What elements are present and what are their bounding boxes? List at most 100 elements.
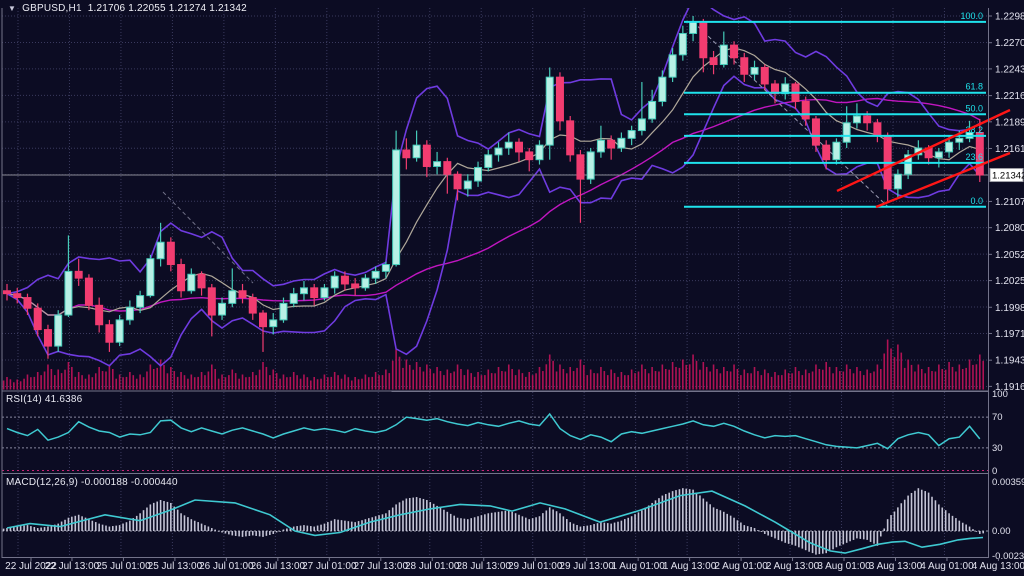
volume-bar [873,371,875,390]
fib-retracement[interactable]: 100.0 61.8 50.0 38.2 23.6 0.0 [684,11,986,208]
macd-histogram-bar [460,518,462,531]
macd-histogram-bar [6,528,8,531]
candle-body [504,141,513,149]
macd-histogram-bar [743,525,746,531]
candle-body [136,295,145,308]
macd-histogram-bar [842,531,845,545]
candle-body [535,144,544,161]
volume-bar [518,369,520,390]
volume-bar [514,375,517,390]
candle-body [668,54,677,78]
macd-histogram-bar [548,507,551,531]
macd-histogram-bar [115,525,118,531]
macd-histogram-bar [487,513,490,531]
volume-bar [951,366,954,390]
macd-histogram-bar [644,507,647,531]
macd-histogram-bar [299,525,302,531]
volume-bar [705,366,708,390]
time-axis-label: 25 Jul 13:00 [148,561,203,572]
time-axis-label: 3 Aug 13:00 [869,561,923,572]
volume-bar [777,375,780,390]
trendline-upper[interactable] [836,108,1011,193]
volume-bar [419,366,421,390]
volume-bar [531,375,534,390]
volume-bar [900,352,903,390]
volume-bar [859,371,862,390]
macd-histogram-bar [231,531,234,536]
volume-bar [74,376,77,390]
macd-histogram-bar [91,520,94,531]
macd-histogram-bar [54,524,56,531]
macd-histogram-bar [702,498,705,531]
candle-body [238,290,247,299]
volume-bar [292,372,295,390]
macd-histogram-bar [514,513,517,531]
candle-body [351,283,360,289]
macd-histogram-bar [204,525,206,531]
candle-body [586,151,595,180]
volume-bar [152,369,155,390]
volume-bar [350,380,353,390]
macd-histogram-bar [238,531,240,537]
volume-bar [644,369,647,390]
macd-histogram-bar [313,526,315,531]
fib-level-label: 0.0 [970,196,983,206]
price-axis[interactable]: 1.22980 1.22705 1.22435 1.22160 1.21890 1.216… [988,12,1024,393]
volume-bar [183,375,186,390]
volume-bar [757,371,759,390]
main-price-pane[interactable] [2,0,988,390]
candle-body [33,307,42,331]
bb-upper-band [6,8,981,295]
volume-bar [675,366,677,390]
macd-histogram-bar [98,523,100,531]
macd-histogram-bar [453,515,455,531]
macd-histogram-bar [327,522,329,531]
macd-histogram-bar [374,516,377,531]
candle-body [43,329,52,347]
macd-histogram-bar [641,510,643,531]
rsi-pane[interactable] [2,412,988,450]
macd-histogram-bar [228,531,230,535]
volume-bar [610,369,612,390]
volume-bar [436,367,438,390]
volume-bar [207,371,210,390]
macd-histogram-bar [760,531,763,532]
macd-histogram-bar [132,518,135,531]
volume-bar [770,376,773,390]
macd-histogram-bar [234,531,237,536]
macd-histogram-bar [589,525,592,531]
macd-histogram-bar [272,531,275,534]
macd-histogram-bar [122,523,124,531]
rsi-scale-label: 100 [992,389,1008,400]
candle-body [84,277,93,306]
dashed-trend-segment[interactable] [162,191,254,284]
macd-histogram-bar [716,508,718,531]
volume-bar [330,376,333,390]
volume-bar [968,359,971,390]
candle-body [822,144,831,161]
volume-bar [733,364,735,390]
macd-histogram-bar [787,531,790,544]
volume-bar [344,374,346,390]
volume-bar [692,354,694,390]
candle-body [484,154,493,168]
volume-bar [729,371,732,390]
volume-bar [647,373,650,390]
volume-bar [57,369,59,390]
candle-body [678,32,687,56]
volume-bar [545,364,548,390]
volume-bar [77,372,80,390]
trendline-lower[interactable] [875,151,1011,209]
candle-body [596,139,605,153]
volume-bar [371,376,374,390]
candle-body [115,319,124,343]
macd-pane[interactable] [2,488,988,555]
volume-bar [139,374,141,390]
macd-histogram-bar [9,527,12,531]
macd-histogram-bar [193,520,196,531]
candle-body [392,149,401,266]
macd-histogram-bar [528,519,531,531]
volume-bar [306,377,309,390]
